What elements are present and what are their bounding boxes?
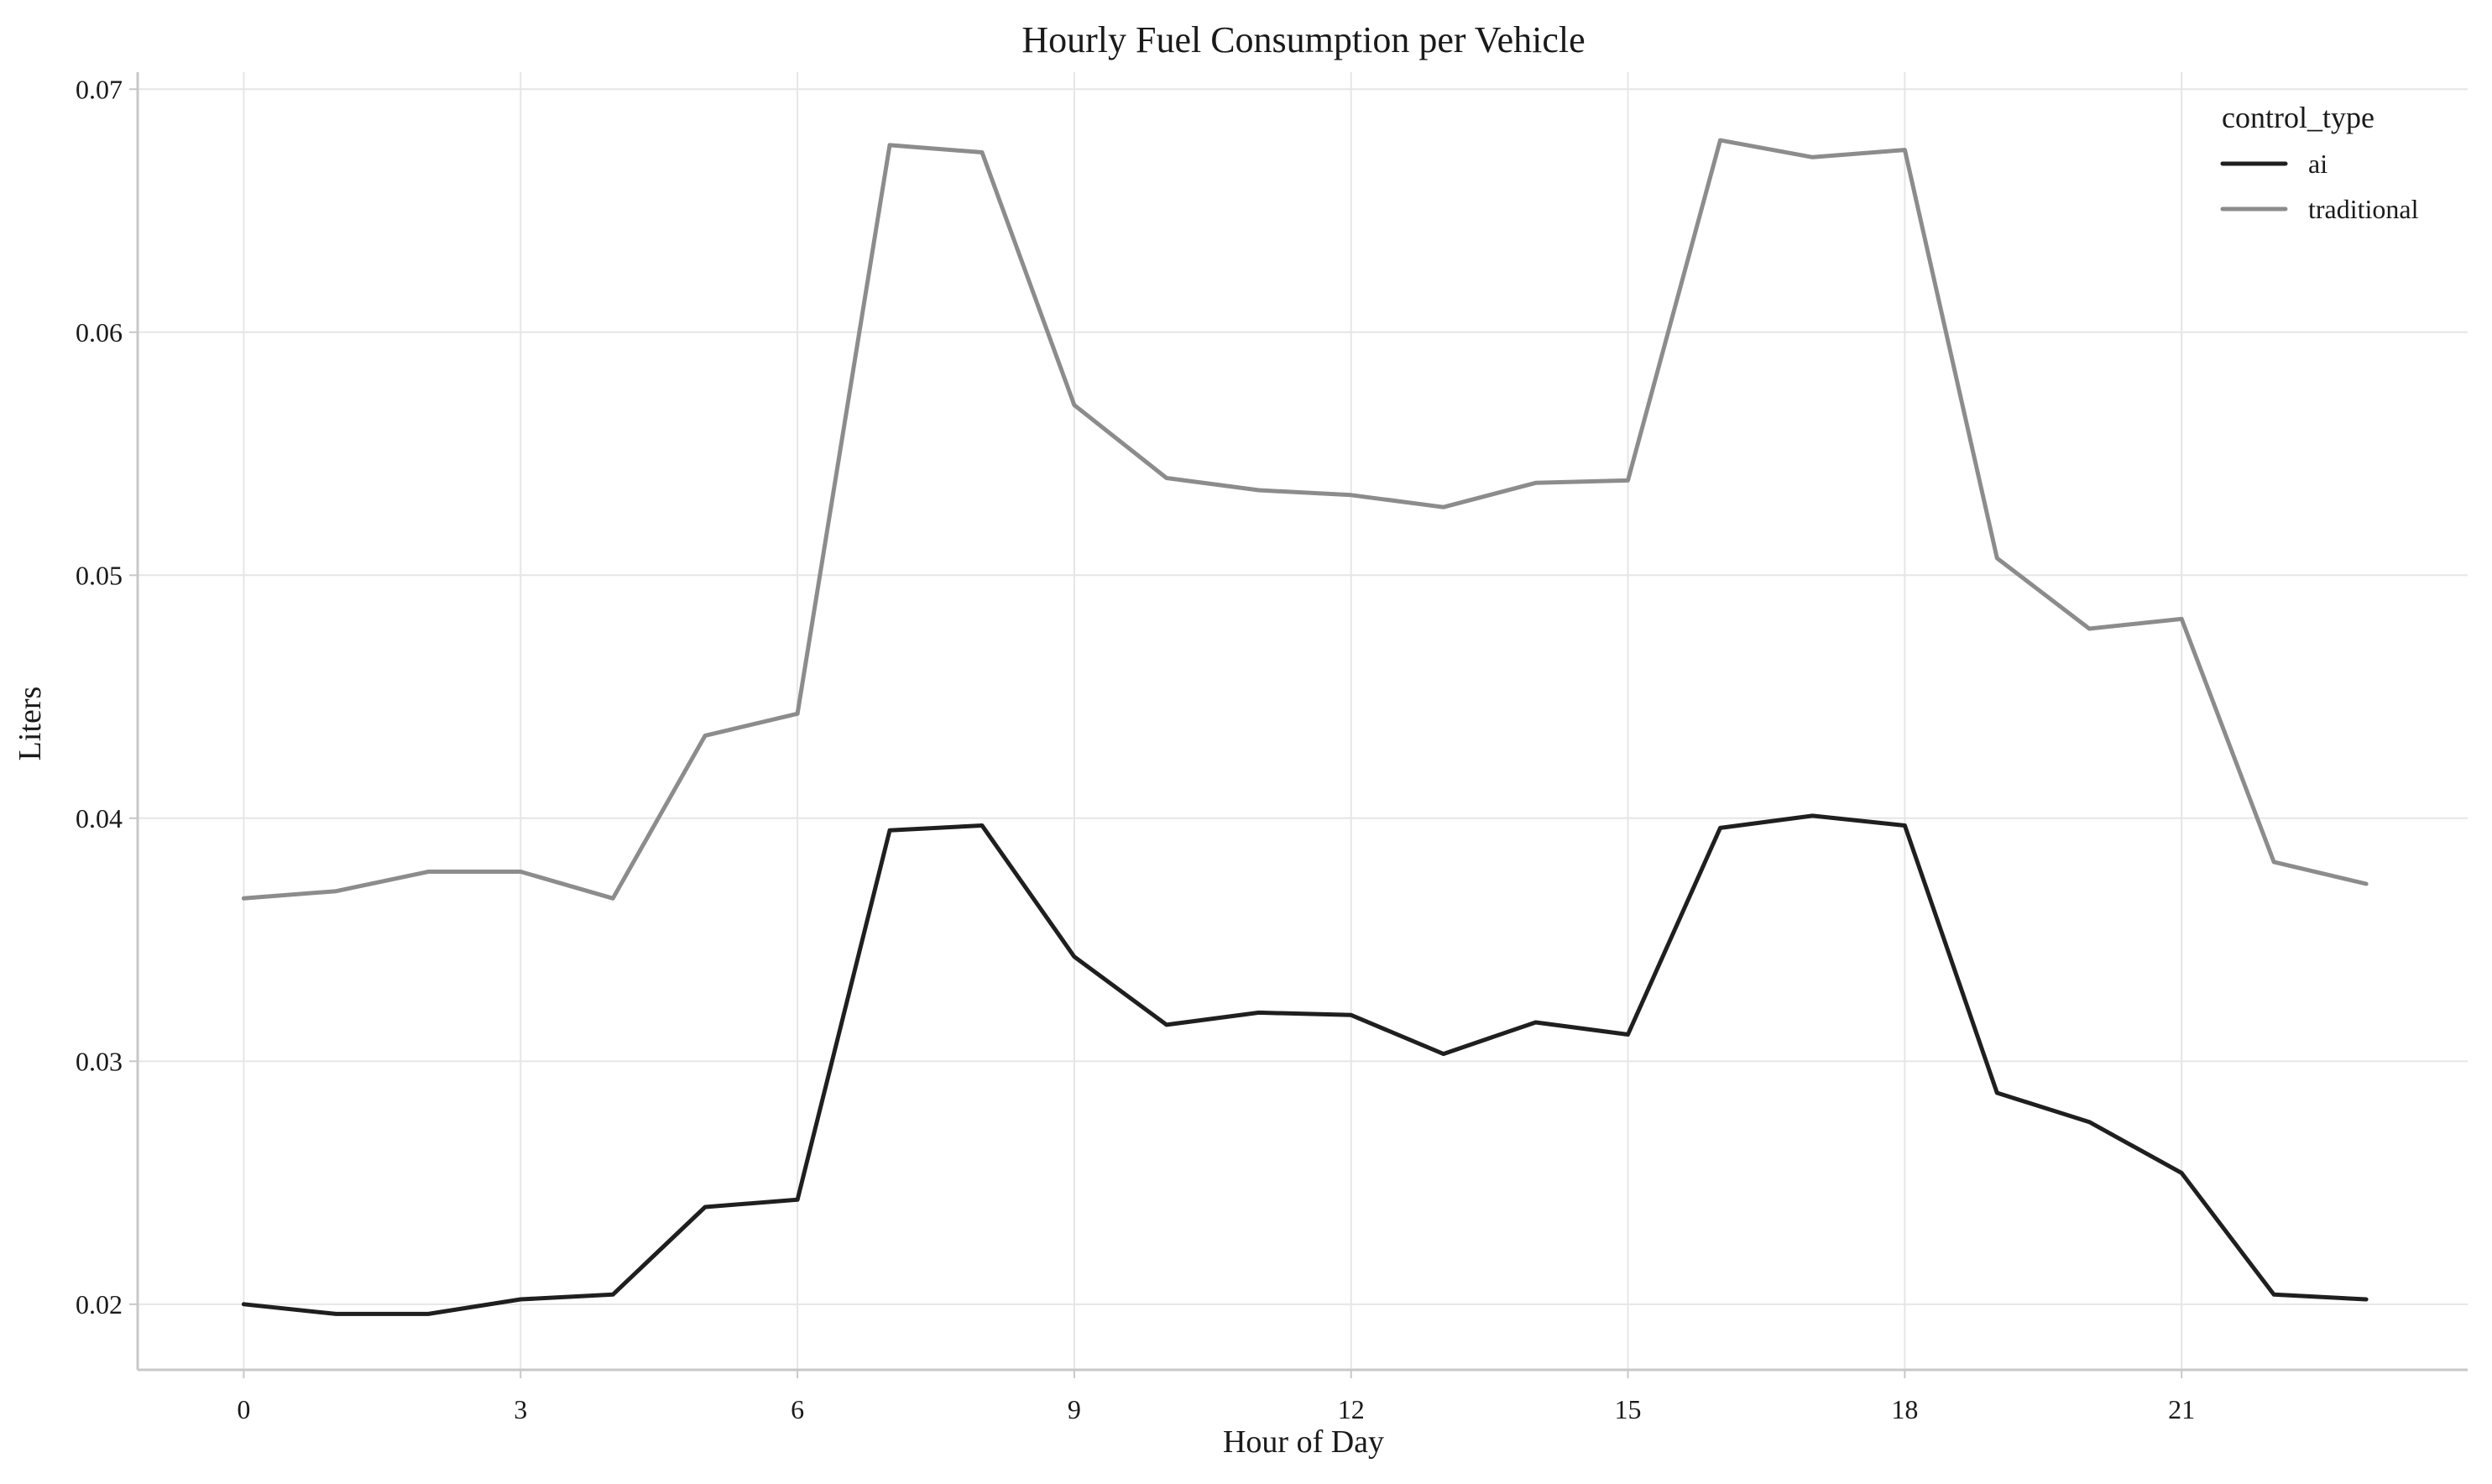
x-tick-label: 3 <box>514 1394 527 1424</box>
series-line-traditional <box>241 138 2369 901</box>
x-tick-label: 12 <box>1338 1394 1365 1424</box>
x-tick-label: 6 <box>791 1394 804 1424</box>
x-tick-label: 21 <box>2168 1394 2195 1424</box>
y-axis-label: Liters <box>13 687 48 761</box>
y-tick-label: 0.07 <box>76 74 123 104</box>
legend: control_type ai traditional <box>2220 101 2419 224</box>
axis-ticks: 0 3 6 9 12 15 18 21 0.02 0.03 0.04 0.05 0.06 0.07 <box>76 74 2195 1424</box>
chart-title: Hourly Fuel Consumption per Vehicle <box>1021 19 1585 60</box>
x-tick-label: 0 <box>237 1394 250 1424</box>
y-tick-label: 0.02 <box>76 1289 123 1319</box>
x-tick-label: 18 <box>1891 1394 1918 1424</box>
grid <box>138 72 2468 1370</box>
y-tick-label: 0.03 <box>76 1046 123 1076</box>
x-axis-label: Hour of Day <box>1223 1424 1384 1460</box>
legend-items: ai traditional <box>2220 149 2419 224</box>
series-lines <box>241 138 2369 1316</box>
y-tick-label: 0.06 <box>76 317 123 347</box>
x-tick-label: 15 <box>1615 1394 1642 1424</box>
y-tick-label: 0.04 <box>76 803 123 833</box>
legend-label-ai: ai <box>2308 149 2327 179</box>
axes-spines <box>136 72 2468 1372</box>
legend-title: control_type <box>2222 101 2374 134</box>
x-tick-label: 9 <box>1068 1394 1081 1424</box>
legend-label-traditional: traditional <box>2308 194 2419 224</box>
y-tick-label: 0.05 <box>76 560 123 590</box>
series-line-ai <box>241 813 2369 1316</box>
